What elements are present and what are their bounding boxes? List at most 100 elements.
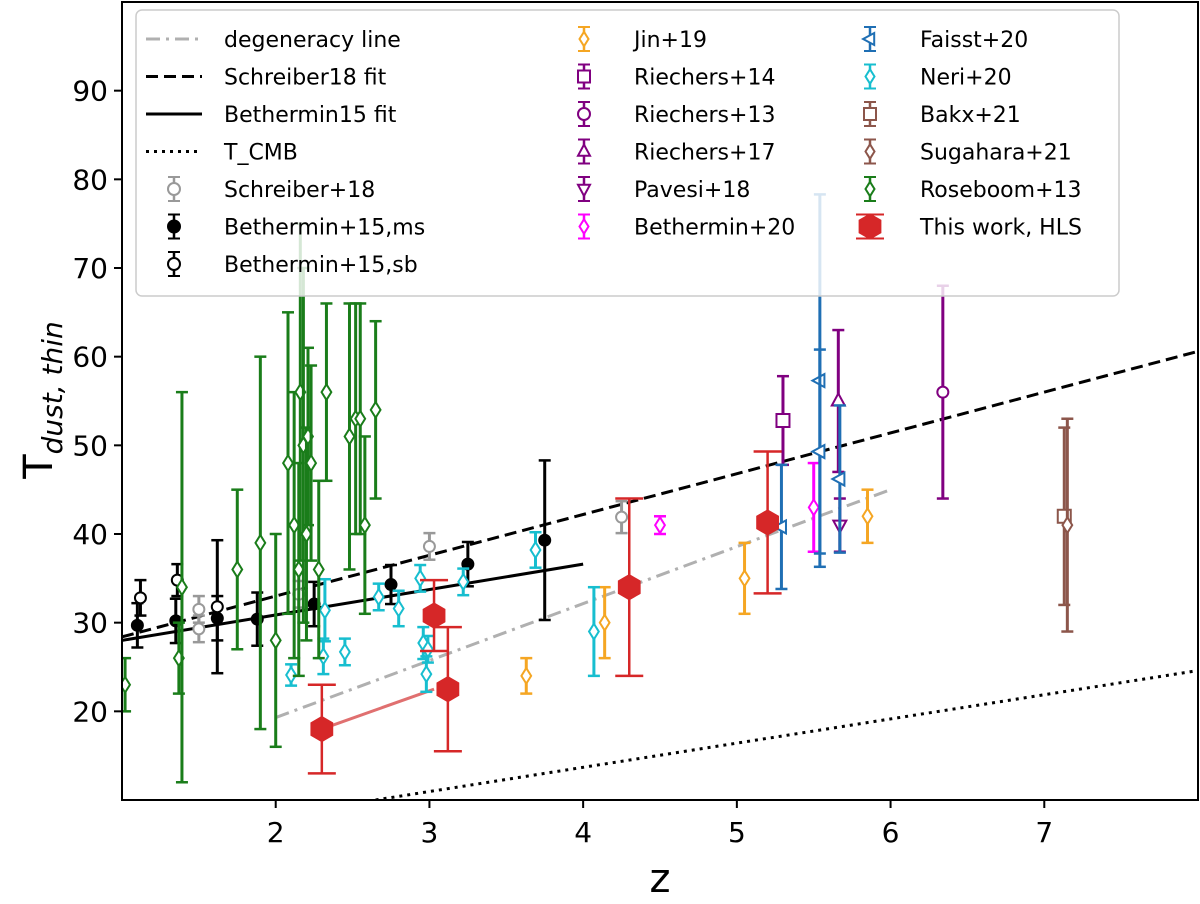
legend-label: Bethermin+15,sb [224, 253, 418, 278]
legend: degeneracy line Schreiber18 fit Bethermin1… [135, 9, 1120, 297]
plot-area [122, 193, 1198, 800]
y-tick-label-20: 20 [72, 695, 108, 728]
legend-item-schreiber18-fit: Schreiber18 fit [146, 66, 387, 91]
series-riechers-17 [830, 328, 847, 474]
legend-item-bethermin-15-sb: Bethermin+15,sb [167, 251, 418, 278]
point-bethermin-15-sb-0 [133, 591, 147, 605]
point-roseboom-13-19 [358, 515, 371, 535]
legend-label: Neri+20 [920, 66, 1012, 91]
y-tick-label-40: 40 [72, 518, 108, 551]
legend-marker-schreiber-18 [167, 182, 181, 196]
point-neri-20-3 [338, 642, 351, 662]
legend-item-roseboom-13: Roseboom+13 [864, 176, 1082, 203]
point-roseboom-13-2 [175, 577, 189, 597]
point-schreiber-18-4 [615, 510, 629, 524]
legend-item-bakx-21: Bakx+21 [863, 101, 1021, 128]
point-this-work-hls-1 [422, 602, 446, 629]
point-neri-20-11 [529, 540, 542, 560]
legend-label: Schreiber18 fit [224, 66, 387, 91]
point-roseboom-13-5 [269, 630, 282, 651]
legend-item-sugahara-21: Sugahara+21 [864, 138, 1072, 166]
hls-connector-line [321, 687, 435, 731]
point-neri-20-2 [318, 600, 331, 620]
point-this-work-hls-4 [756, 509, 779, 536]
point-jin-19-3 [861, 506, 874, 526]
legend-marker-jin-19 [578, 29, 590, 49]
axes: 2 3 4 5 6 7 20 30 40 50 60 70 80 90 [72, 75, 1053, 849]
point-roseboom-13-4 [254, 533, 267, 553]
line-degeneracy-line [275, 488, 892, 719]
legend-label: Riechers+14 [634, 66, 775, 91]
y-tick-label-50: 50 [72, 429, 108, 462]
legend-label: Bakx+21 [920, 103, 1021, 128]
legend-label: Riechers+13 [634, 103, 775, 128]
point-schreiber-18-3 [422, 539, 436, 553]
legend-marker-riechers-14 [577, 69, 591, 84]
point-this-work-hls-2 [436, 676, 460, 703]
series-sugahara-21 [1061, 417, 1074, 633]
legend-item-pavesi-18: Pavesi+18 [576, 176, 750, 203]
legend-label: Schreiber+18 [224, 178, 375, 203]
y-axis-label: Tdust, thin [16, 321, 69, 480]
legend-item-riechers-17: Riechers+17 [576, 138, 775, 166]
legend-label: Bethermin+15,ms [224, 216, 425, 241]
x-tick-label-7: 7 [1035, 816, 1053, 849]
point-bethermin-15-sb-2 [210, 600, 224, 614]
point-faisst-20-0 [771, 518, 787, 536]
legend-item-t-cmb: T_CMB [146, 141, 298, 166]
point-roseboom-13-0 [122, 675, 132, 695]
point-roseboom-13-15 [320, 382, 333, 402]
point-riechers-14-0 [775, 413, 791, 429]
x-tick-label-6: 6 [882, 816, 900, 849]
series-this-work-hls [307, 450, 782, 775]
point-faisst-20-2 [810, 443, 826, 460]
y-tick-label-30: 30 [72, 607, 108, 640]
point-schreiber-18-1 [192, 602, 206, 616]
x-tick-label-2: 2 [267, 816, 285, 849]
point-roseboom-13-3 [231, 559, 244, 580]
line-schreiber18-fit [122, 349, 1198, 639]
series-roseboom-13 [122, 222, 382, 784]
legend-marker-bethermin-15-ms [167, 219, 181, 234]
y-tick-label-60: 60 [72, 341, 108, 374]
y-tick-label-80: 80 [72, 163, 108, 196]
series-bethermin-20 [653, 461, 820, 553]
legend-item-bethermin15-fit: Bethermin15 fit [146, 103, 397, 128]
point-roseboom-13-18 [354, 409, 367, 429]
legend-label: Riechers+17 [634, 141, 775, 166]
point-bethermin-20-0 [653, 515, 667, 535]
legend-label: Roseboom+13 [920, 178, 1082, 203]
y-tick-label-70: 70 [72, 252, 108, 285]
legend-label: This work, HLS [919, 216, 1082, 241]
point-neri-20-10 [457, 572, 470, 592]
y-axis-label-sub: dust, thin [36, 321, 69, 454]
point-roseboom-13-14 [312, 559, 325, 580]
series-bethermin-15-sb [133, 538, 224, 675]
legend-item-faisst-20: Faisst+20 [860, 26, 1028, 53]
point-jin-19-1 [598, 612, 611, 633]
x-axis-label: z [650, 856, 671, 902]
series-riechers-13 [936, 284, 950, 500]
point-bethermin-15-ms-0 [130, 618, 144, 632]
point-jin-19-0 [520, 666, 533, 686]
line-t-cmb [375, 669, 1198, 800]
legend-marker-bethermin-15-sb [167, 257, 181, 271]
point-neri-20-4 [372, 587, 385, 607]
legend-marker-faisst-20 [860, 31, 876, 47]
series-riechers-14 [775, 374, 791, 467]
point-bethermin-15-ms-7 [538, 533, 552, 547]
series-schreiber-18 [192, 499, 629, 644]
point-roseboom-13-6 [281, 453, 295, 473]
legend-label: Bethermin15 fit [224, 103, 397, 128]
legend-marker-riechers-13 [577, 107, 591, 121]
legend-label: Jin+19 [632, 28, 707, 53]
point-riechers-17-0 [830, 391, 847, 407]
plot-frame [121, 1, 1199, 801]
point-roseboom-13-20 [369, 400, 382, 420]
point-this-work-hls-3 [617, 574, 641, 601]
point-this-work-hls-0 [310, 715, 334, 743]
point-faisst-20-3 [830, 470, 846, 488]
series-jin-19 [520, 488, 874, 695]
legend-item-bethermin-15-ms: Bethermin+15,ms [167, 213, 425, 241]
legend-item-this-work-hls: This work, HLS [856, 213, 1082, 241]
